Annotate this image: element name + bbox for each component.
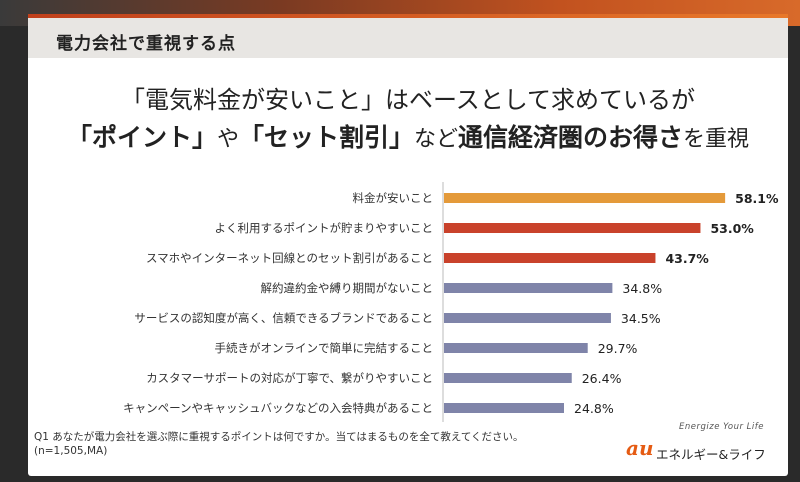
logo-tagline: Energize Your Life xyxy=(679,422,764,432)
value-label: 24.8% xyxy=(574,401,614,416)
value-label: 43.7% xyxy=(665,251,709,266)
footnote-sample: (n=1,505,MA) xyxy=(34,445,108,457)
slide-header: 電力会社で重視する点 xyxy=(28,14,788,58)
brand-logo: Energize Your Life au エネルギー&ライフ xyxy=(620,422,770,466)
bar xyxy=(444,223,701,233)
slide-title: 電力会社で重視する点 xyxy=(56,34,236,54)
headline-part: 通信経済圏のお得さ xyxy=(458,123,684,152)
value-label: 53.0% xyxy=(710,221,754,236)
category-label: 料金が安いこと xyxy=(353,191,434,205)
bar xyxy=(444,343,588,353)
bar xyxy=(444,403,564,413)
headline-part: など xyxy=(414,127,459,152)
slide: 電力会社で重視する点 「電気料金が安いこと」はベースとして求めているが 「ポイン… xyxy=(28,14,788,476)
value-label: 34.5% xyxy=(621,311,661,326)
bar xyxy=(444,283,613,293)
category-label: カスタマーサポートの対応が丁寧で、繋がりやすいこと xyxy=(146,371,433,385)
category-label: 解約違約金や縛り期間がないこと xyxy=(261,281,434,295)
headline-part: や xyxy=(216,127,239,152)
header-accent-stripe xyxy=(28,14,788,18)
category-label: 手続きがオンラインで簡単に完結すること xyxy=(215,341,434,355)
footnote-question: Q1 あなたが電力会社を選ぶ際に重視するポイントは何ですか。当てはまるものを全て… xyxy=(34,431,524,443)
category-label: サービスの認知度が高く、信頼できるブランドであること xyxy=(134,311,433,325)
bar-chart: 料金が安いこと 58.1% よく利用するポイントが貯まりやすいこと 53.0% スマホや… xyxy=(123,182,779,422)
headline-part: 「セット割引」 xyxy=(238,123,414,152)
category-label: スマホやインターネット回線とのセット割引があること xyxy=(146,251,433,265)
category-label: キャンペーンやキャッシュバックなどの入会特典があること xyxy=(123,401,433,415)
value-label: 26.4% xyxy=(582,371,622,386)
headline-line-2: 「ポイント」や「セット割引」など通信経済圏のお得さを重視 xyxy=(28,118,788,154)
au-logo-mark: au xyxy=(626,436,654,460)
category-label: よく利用するポイントが貯まりやすいこと xyxy=(215,221,434,235)
footnote: Q1 あなたが電力会社を選ぶ際に重視するポイントは何ですか。当てはまるものを全て… xyxy=(34,430,524,458)
bar xyxy=(444,253,656,263)
headline-part: を重視 xyxy=(683,127,750,152)
bar xyxy=(444,373,572,383)
headline-line-1: 「電気料金が安いこと」はベースとして求めているが xyxy=(120,86,696,114)
logo-brand-name: エネルギー&ライフ xyxy=(656,447,766,462)
value-label: 34.8% xyxy=(622,281,662,296)
value-label: 58.1% xyxy=(735,191,779,206)
value-label: 29.7% xyxy=(598,341,638,356)
bar xyxy=(444,313,611,323)
bar xyxy=(444,193,726,203)
headline-part: 「ポイント」 xyxy=(66,123,217,152)
